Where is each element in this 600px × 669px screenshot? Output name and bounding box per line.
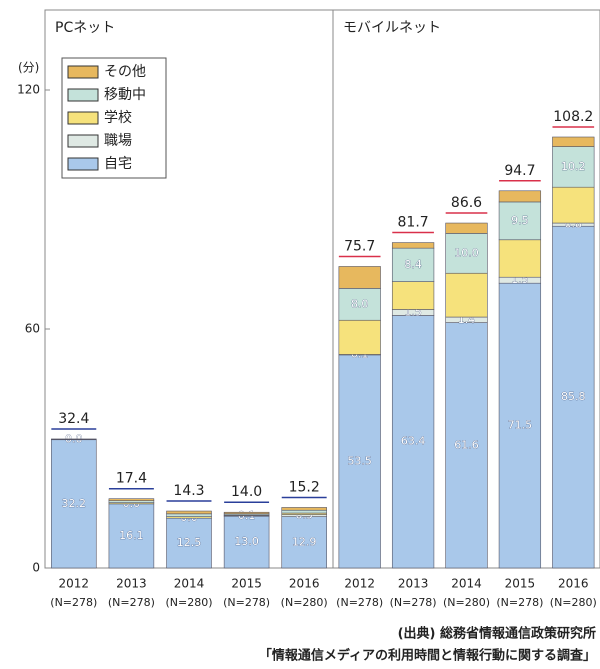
segment-label: 13.0 — [234, 535, 259, 548]
segment-label: 10.0 — [454, 246, 479, 259]
segment-label: 9.5 — [511, 214, 529, 227]
bar-segment — [498, 190, 542, 203]
total-label: 17.4 — [116, 471, 147, 487]
x-tick-label: 2015 — [505, 577, 536, 591]
bar-segment — [391, 281, 435, 310]
legend-swatch — [67, 65, 99, 79]
segment-label: 53.5 — [347, 454, 372, 467]
bar-segment — [445, 322, 488, 569]
legend-swatch — [67, 111, 99, 125]
y-tick-label: 120 — [17, 83, 40, 97]
x-tick-sublabel: (N=280) — [281, 596, 328, 609]
x-tick-label: 2012 — [344, 577, 375, 591]
x-tick-label: 2016 — [289, 577, 320, 591]
x-tick-sublabel: (N=280) — [165, 596, 212, 609]
legend-label: その他 — [104, 64, 146, 80]
bar-segment — [498, 201, 542, 241]
bar-segment — [552, 186, 595, 224]
legend-label: 自宅 — [104, 156, 132, 172]
bar-segment — [445, 233, 488, 274]
total-label: 32.4 — [58, 411, 89, 427]
bar-segment — [281, 516, 327, 569]
bar-segment — [445, 222, 488, 234]
segment-label: 71.5 — [508, 419, 533, 432]
bar-segment — [498, 282, 542, 569]
total-label: 14.0 — [231, 484, 262, 500]
x-tick-sublabel: (N=278) — [108, 596, 155, 609]
bar-segment — [445, 272, 488, 318]
segment-label: 8.0 — [351, 297, 369, 310]
legend-swatch — [67, 134, 99, 148]
x-tick-label: 2013 — [398, 577, 429, 591]
bar-segment — [391, 247, 435, 282]
bar-segment — [338, 266, 381, 289]
source-line: 「情報通信メディアの利用時間と情報行動に関する調査」 — [259, 648, 596, 664]
bar-segment — [552, 136, 595, 147]
total-label: 14.3 — [173, 483, 204, 499]
bar-segment — [338, 354, 381, 569]
bar-segment — [108, 503, 155, 569]
segment-label: 85.8 — [561, 390, 586, 403]
bar-segment — [281, 509, 327, 514]
x-tick-label: 2014 — [451, 577, 482, 591]
segment-label: 16.1 — [119, 529, 144, 542]
panel-title: モバイルネット — [343, 20, 441, 36]
x-tick-sublabel: (N=278) — [390, 596, 437, 609]
bar-segment — [552, 225, 595, 569]
y-axis-label: (分) — [18, 61, 39, 75]
x-tick-sublabel: (N=278) — [496, 596, 543, 609]
x-tick-sublabel: (N=280) — [550, 596, 597, 609]
segment-label: 12.9 — [292, 535, 317, 548]
bar-segment — [166, 513, 212, 517]
x-tick-label: 2015 — [231, 577, 262, 591]
x-tick-label: 2016 — [558, 577, 589, 591]
bar-segment — [281, 507, 327, 511]
x-tick-sublabel: (N=278) — [336, 596, 383, 609]
legend-label: 移動中 — [104, 87, 146, 103]
x-tick-label: 2013 — [116, 577, 147, 591]
total-label: 108.2 — [553, 109, 593, 125]
total-label: 94.7 — [504, 163, 535, 179]
panel-title: PCネット — [55, 20, 115, 36]
x-tick-label: 2012 — [59, 577, 90, 591]
segment-label: 10.2 — [561, 160, 586, 173]
total-label: 86.6 — [451, 195, 482, 211]
y-tick-label: 60 — [25, 322, 40, 336]
source-line: (出典) 総務省情報通信政策研究所 — [398, 626, 596, 642]
total-label: 15.2 — [289, 479, 320, 495]
bar-segment — [223, 511, 270, 515]
x-tick-label: 2014 — [174, 577, 205, 591]
bar-segment — [166, 510, 212, 515]
y-tick-label: 0 — [32, 561, 40, 575]
segment-label: 12.5 — [177, 536, 202, 549]
x-tick-sublabel: (N=280) — [443, 596, 490, 609]
bar-segment — [391, 315, 435, 569]
legend-label: 職場 — [104, 133, 132, 149]
bar-segment — [51, 439, 97, 569]
x-tick-sublabel: (N=278) — [50, 596, 97, 609]
segment-label: 63.4 — [401, 435, 426, 448]
bar-segment — [108, 498, 155, 501]
x-tick-sublabel: (N=278) — [223, 596, 270, 609]
total-label: 81.7 — [398, 215, 429, 231]
bar-segment — [391, 242, 435, 249]
bar-segment — [338, 319, 381, 355]
total-label: 75.7 — [344, 238, 375, 254]
bar-segment — [552, 146, 595, 188]
legend-swatch — [67, 157, 99, 171]
segment-label: 61.6 — [454, 438, 479, 451]
bar-segment — [166, 517, 212, 569]
bar-segment — [498, 239, 542, 278]
legend-label: 学校 — [104, 109, 132, 126]
bar-segment — [338, 288, 381, 321]
segment-label: 32.2 — [62, 497, 87, 510]
segment-label: 8.4 — [404, 258, 422, 271]
legend-swatch — [67, 88, 99, 102]
